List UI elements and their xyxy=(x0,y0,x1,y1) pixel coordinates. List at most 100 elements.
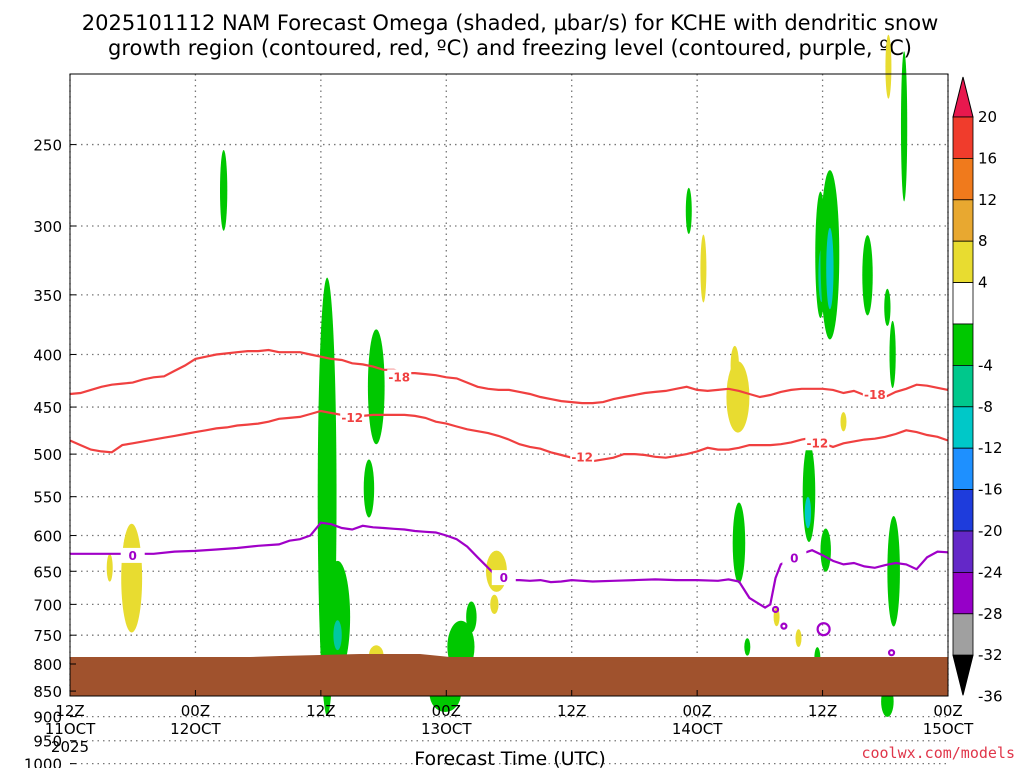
y-tick-label: 300 xyxy=(33,218,62,236)
omega-region xyxy=(885,34,892,99)
x-tick-year: 2025 xyxy=(51,738,89,756)
contour--18 xyxy=(69,348,949,405)
x-tick-label: 12Z xyxy=(808,702,837,720)
colorbar-label: 4 xyxy=(978,274,988,292)
x-tick-date: 11OCT xyxy=(45,720,96,738)
colorbar-label: -16 xyxy=(978,481,1003,499)
omega-region xyxy=(862,235,873,316)
colorbar-top-arrow xyxy=(952,76,974,118)
credit-text: coolwx.com/models xyxy=(861,744,1015,762)
terrain-surface xyxy=(70,654,948,664)
x-tick-label: 00Z xyxy=(933,702,962,720)
omega-region xyxy=(685,187,692,234)
contour-label-bg xyxy=(491,570,516,586)
colorbar-swatch xyxy=(952,613,974,656)
y-tick-label: 450 xyxy=(33,399,62,417)
chart-title-line-1: 2025101112 NAM Forecast Omega (shaded, μ… xyxy=(82,11,939,35)
x-tick-label: 00Z xyxy=(432,702,461,720)
omega-region xyxy=(490,594,499,614)
contour-label-bg xyxy=(782,550,807,566)
x-tick-label: 12Z xyxy=(306,702,335,720)
colorbar-bottom-arrow xyxy=(952,654,974,696)
x-tick-label: 12Z xyxy=(557,702,586,720)
omega-region xyxy=(900,51,908,202)
contour-label: -18 xyxy=(388,370,410,384)
freezing-level-closed-contour xyxy=(771,605,780,614)
colorbar-label: -8 xyxy=(978,398,993,416)
plot-area: -18 -18 -12 -12 -12 0 0 0 xyxy=(69,34,949,765)
contour-label: -18 xyxy=(864,388,886,402)
colorbar-swatch xyxy=(952,489,974,532)
colorbar-swatch xyxy=(952,447,974,491)
y-tick-label: 500 xyxy=(33,446,62,464)
omega-region xyxy=(219,149,228,231)
x-tick-date: 15OCT xyxy=(923,720,974,738)
contour-label-bg xyxy=(570,449,595,465)
contour-label: 0 xyxy=(500,571,508,585)
y-tick-label: 650 xyxy=(33,563,62,581)
contour-label-bg xyxy=(805,435,830,451)
colorbar-swatch xyxy=(952,572,974,615)
x-tick-label: 12Z xyxy=(55,702,84,720)
x-tick-label: 00Z xyxy=(181,702,210,720)
freezing-level-closed-contour xyxy=(887,649,896,657)
omega-region xyxy=(333,620,342,651)
x-tick-date: 12OCT xyxy=(170,720,221,738)
plot-frame xyxy=(69,73,949,697)
contour-label: -12 xyxy=(571,451,593,465)
colorbar-swatch xyxy=(952,364,974,408)
colorbar-label: 8 xyxy=(978,232,988,250)
chart-title-line-2: growth region (contoured, red, ºC) and f… xyxy=(108,36,912,60)
omega-region xyxy=(804,496,812,529)
omega-region xyxy=(744,638,751,656)
omega-region xyxy=(889,320,896,389)
colorbar-label: 20 xyxy=(978,108,997,126)
omega-region xyxy=(820,528,831,572)
omega-region xyxy=(730,345,739,386)
contour-label-bg xyxy=(387,369,412,385)
contour-0 xyxy=(70,521,949,609)
omega-region xyxy=(795,629,802,648)
colorbar-swatch xyxy=(952,240,974,283)
y-tick-label: 250 xyxy=(33,137,62,155)
colorbar-label: -36 xyxy=(978,688,1003,706)
omega-region xyxy=(826,227,834,310)
y-tick-label: 800 xyxy=(33,656,62,674)
omega-region xyxy=(106,553,113,582)
contour-label-bg xyxy=(862,386,887,402)
contour-label-bg xyxy=(120,547,145,563)
contour-label: 0 xyxy=(790,552,798,566)
colorbar-label: -24 xyxy=(978,563,1003,581)
omega-region xyxy=(466,601,477,633)
contour-label: 0 xyxy=(129,549,137,563)
y-tick-label: 350 xyxy=(33,287,62,305)
colorbar-swatch xyxy=(952,157,974,201)
contour-label: -12 xyxy=(807,436,829,450)
colorbar-label: 12 xyxy=(978,191,997,209)
omega-region xyxy=(732,502,746,584)
freezing-level-closed-contour xyxy=(816,622,831,637)
contour-lines: -18 -18 -12 -12 -12 0 0 0 xyxy=(69,348,949,657)
x-tick-date: 13OCT xyxy=(421,720,472,738)
omega-region xyxy=(887,516,900,627)
omega-region xyxy=(363,459,375,518)
colorbar-label: -12 xyxy=(978,439,1003,457)
contour-label-bg xyxy=(340,409,365,425)
omega-region xyxy=(325,560,351,674)
colorbar-label: -20 xyxy=(978,522,1003,540)
omega-region xyxy=(840,412,847,432)
colorbar: 20 16 12 8 4 -4 -8 -12 -16 -20 -24 -28 -32 -36 xyxy=(952,76,1003,706)
x-axis-label: Forecast Time (UTC) xyxy=(414,748,605,768)
colorbar-swatch xyxy=(952,282,974,325)
y-tick-label: 750 xyxy=(33,627,62,645)
plot-background xyxy=(70,74,948,696)
y-axis: 250 300 350 400 450 500 550 600 650 700 750 800 850 9… xyxy=(24,137,76,768)
contour--12 xyxy=(69,409,949,463)
y-tick-label: 1000 xyxy=(24,756,62,768)
y-tick-label: 900 xyxy=(33,709,62,727)
colorbar-swatch xyxy=(952,199,974,242)
y-tick-label: 700 xyxy=(33,596,62,614)
omega-region xyxy=(367,329,385,445)
